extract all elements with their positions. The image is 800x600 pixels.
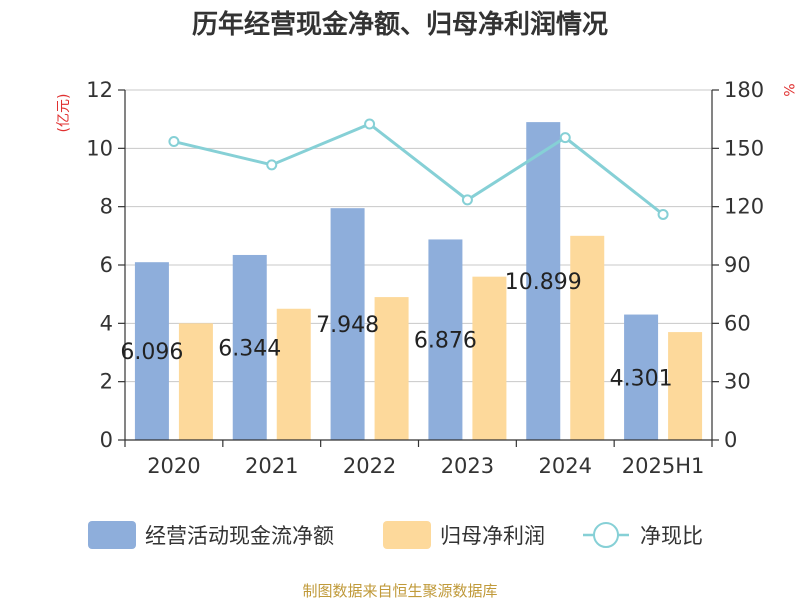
y-left-tick-label: 0 — [100, 428, 113, 452]
x-tick-label: 2023 — [441, 454, 494, 478]
x-tick-label: 2020 — [147, 454, 200, 478]
y-left-tick-label: 8 — [100, 195, 113, 219]
y-right-tick-label: 60 — [724, 311, 751, 335]
chart-title: 历年经营现金净额、归母净利润情况 — [192, 9, 608, 40]
bar — [134, 262, 169, 440]
y-left-tick-label: 6 — [100, 253, 113, 277]
bar — [526, 122, 561, 441]
y-right-tick-label: 0 — [724, 428, 737, 452]
net-cash-ratio-path — [173, 122, 665, 216]
bar — [330, 208, 365, 440]
legend-label: 净现比 — [640, 524, 703, 548]
bar — [668, 332, 703, 440]
y-left-tick-label: 12 — [86, 78, 113, 102]
x-tick-label: 2024 — [539, 454, 592, 478]
y-left-tick-label: 10 — [86, 136, 113, 160]
legend-item: 经营活动现金流净额 — [88, 521, 334, 549]
bar — [570, 235, 605, 440]
bar — [276, 308, 311, 440]
bar-data-label: 7.948 — [316, 313, 379, 338]
y-right-tick-label: 90 — [724, 253, 751, 277]
line-point — [364, 118, 376, 130]
line-point — [657, 208, 669, 220]
grid-lines — [125, 89, 712, 383]
x-tick-label: 2022 — [343, 454, 396, 478]
legend-item: 归母净利润 — [383, 521, 545, 549]
bar — [178, 323, 213, 440]
legend-item: 净现比 — [583, 522, 703, 548]
line-point — [168, 136, 180, 148]
data-labels: 6.096 6.344 7.948 6.876 10.899 4.301 — [120, 270, 672, 391]
bar — [232, 254, 267, 440]
legend-swatch — [383, 521, 431, 549]
bar — [472, 276, 507, 440]
legend: 经营活动现金流净额 归母净利润 净现比 — [88, 521, 703, 549]
line-point — [559, 132, 571, 144]
bar — [624, 314, 659, 440]
y-right-tick-label: 30 — [724, 370, 751, 394]
y-left-tick-label: 4 — [100, 311, 113, 335]
bar — [428, 239, 463, 440]
legend-swatch — [88, 521, 136, 549]
bar-data-label: 4.301 — [610, 366, 673, 391]
right-axis-unit: % — [780, 83, 796, 96]
bar-data-label: 10.899 — [505, 270, 582, 295]
line-point — [266, 159, 278, 171]
x-tick-label: 2025H1 — [622, 454, 705, 478]
legend-marker — [593, 522, 619, 548]
bar-data-label: 6.344 — [218, 336, 281, 361]
source-note: 制图数据来自恒生聚源数据库 — [302, 582, 497, 600]
bar-data-label: 6.876 — [414, 329, 477, 354]
legend-label: 经营活动现金流净额 — [145, 524, 334, 548]
legend-label: 归母净利润 — [440, 524, 545, 548]
y-right-tick-label: 150 — [724, 136, 764, 160]
x-tick-label: 2021 — [245, 454, 298, 478]
y-right-tick-label: 180 — [724, 78, 764, 102]
net-cash-ratio-line — [168, 118, 669, 220]
y-right-tick-label: 120 — [724, 195, 764, 219]
left-axis-unit: (亿元) — [56, 94, 72, 133]
bar-data-label: 6.096 — [120, 340, 183, 365]
y-left-tick-label: 2 — [100, 370, 113, 394]
line-point — [461, 194, 473, 206]
bar — [374, 297, 409, 440]
bars — [134, 122, 703, 441]
